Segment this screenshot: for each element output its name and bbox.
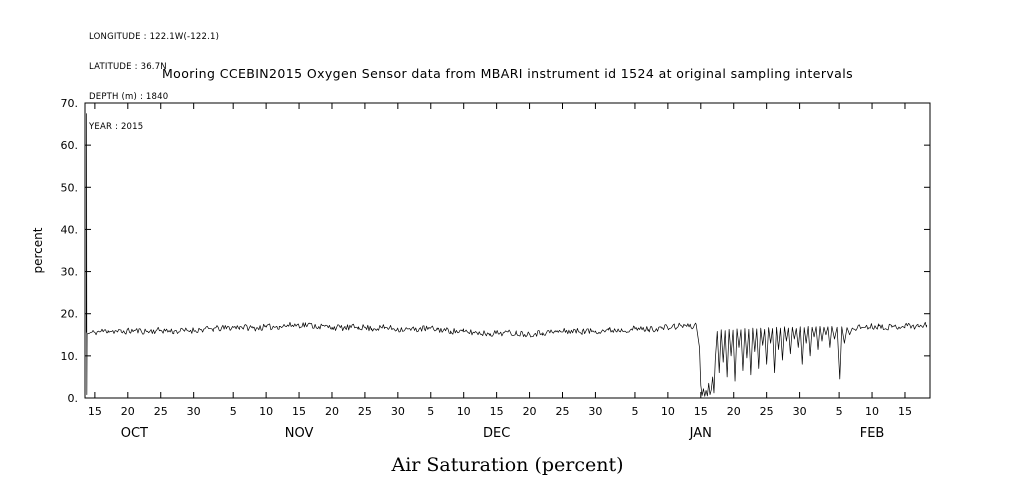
month-label: FEB [860, 426, 885, 441]
month-label: NOV [285, 426, 314, 441]
metadata-longitude: LONGITUDE : 122.1W(-122.1) [89, 32, 220, 42]
x-axis-title: Air Saturation (percent) [390, 454, 623, 476]
metadata-latitude: LATITUDE : 36.7N [89, 62, 167, 72]
y-tick-label: 30. [61, 266, 79, 279]
x-tick-label: 20 [523, 405, 537, 418]
x-tick-label: 30 [391, 405, 405, 418]
x-tick-label: 20 [727, 405, 741, 418]
x-tick-label: 10 [661, 405, 675, 418]
y-tick-label: 70. [61, 97, 79, 110]
y-axis-title: percent [31, 227, 45, 273]
metadata-year: YEAR : 2015 [89, 122, 144, 132]
x-tick-label: 25 [555, 405, 569, 418]
x-tick-label: 30 [588, 405, 602, 418]
data-line [85, 113, 928, 397]
month-label: JAN [689, 426, 712, 441]
x-tick-label: 5 [836, 405, 843, 418]
y-tick-label: 20. [61, 308, 79, 321]
x-tick-label: 25 [358, 405, 372, 418]
x-tick-label: 15 [694, 405, 708, 418]
y-tick-label: 50. [61, 181, 79, 194]
x-tick-label: 5 [230, 405, 237, 418]
station-metadata: LONGITUDE : 122.1W(-122.1) LATITUDE : 36… [89, 12, 219, 152]
x-tick-label: 15 [490, 405, 504, 418]
plot-frame [84, 102, 931, 399]
x-tick-label: 20 [325, 405, 339, 418]
x-tick-label: 5 [427, 405, 434, 418]
x-tick-label: 10 [457, 405, 471, 418]
x-tick-label: 5 [631, 405, 638, 418]
x-tick-label: 30 [793, 405, 807, 418]
month-label: DEC [483, 426, 510, 441]
x-tick-label: 30 [187, 405, 201, 418]
y-tick-label: 60. [61, 139, 79, 152]
x-tick-label: 25 [760, 405, 774, 418]
x-tick-label: 20 [121, 405, 135, 418]
metadata-depth: DEPTH (m) : 1840 [89, 92, 169, 102]
x-tick-label: 15 [898, 405, 912, 418]
x-tick-label: 10 [865, 405, 879, 418]
x-tick-label: 15 [292, 405, 306, 418]
x-tick-label: 25 [154, 405, 168, 418]
x-tick-label: 10 [259, 405, 273, 418]
chart-title: Mooring CCEBIN2015 Oxygen Sensor data fr… [161, 66, 854, 81]
y-tick-label: 40. [61, 223, 79, 236]
y-tick-label: 10. [61, 350, 79, 363]
month-label: OCT [121, 426, 148, 441]
y-tick-label: 0. [68, 392, 79, 405]
x-tick-label: 15 [88, 405, 102, 418]
